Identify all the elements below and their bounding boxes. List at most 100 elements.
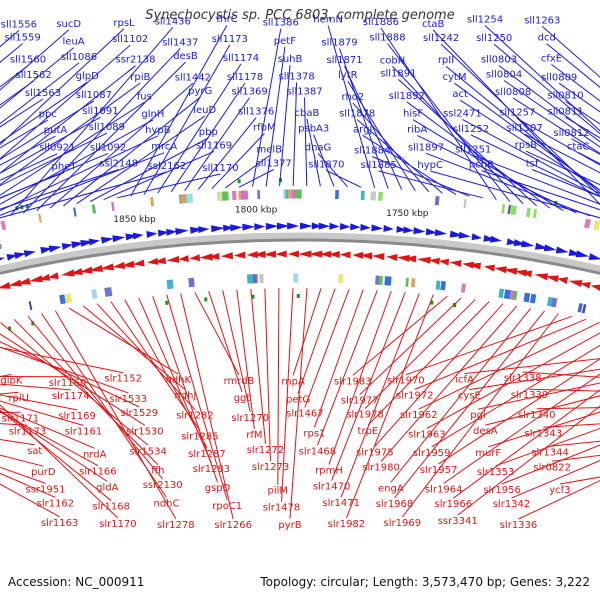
reverse-gene-arrow xyxy=(352,251,364,259)
feature-box xyxy=(460,283,466,293)
forward-gene-leader xyxy=(412,119,564,212)
feature-box xyxy=(287,189,292,199)
reverse-gene-label: slr1336 xyxy=(500,520,538,531)
marker xyxy=(251,294,255,299)
forward-gene-label: sll1086 xyxy=(61,52,97,63)
reverse-gene-leader xyxy=(313,289,364,428)
reverse-gene-label: nrdA xyxy=(83,449,107,460)
forward-gene-leader xyxy=(481,170,600,211)
feature-box xyxy=(584,218,591,229)
reverse-gene-leader xyxy=(488,411,600,448)
forward-gene-leader xyxy=(304,97,308,187)
forward-gene-leader xyxy=(541,26,600,78)
reverse-gene-leader xyxy=(529,388,600,392)
reverse-gene-leader xyxy=(0,407,95,449)
feature-box xyxy=(73,207,77,217)
forward-gene-arrow xyxy=(198,226,210,234)
reverse-gene-label: slr1968 xyxy=(376,499,414,510)
forward-gene-label: sll1092 xyxy=(90,142,126,153)
forward-gene-label: dcd xyxy=(538,33,556,44)
reverse-gene-label: slr1956 xyxy=(483,485,521,496)
reverse-gene-label: trpE xyxy=(358,426,379,437)
reverse-gene-arrow xyxy=(246,251,258,259)
reverse-gene-arrow xyxy=(339,251,351,259)
reverse-gene-label: ffh xyxy=(151,466,164,477)
forward-gene-label: sll1089 xyxy=(89,122,125,133)
reverse-gene-label: rnpA xyxy=(281,376,305,387)
forward-gene-label: sll0921 xyxy=(39,143,75,154)
forward-gene-label: sll1556 xyxy=(1,19,37,30)
forward-gene-label: sll1563 xyxy=(25,88,61,99)
reverse-gene-arrow xyxy=(100,263,115,271)
reverse-gene-arrow xyxy=(17,277,31,285)
forward-gene-label: rpsB xyxy=(515,140,538,151)
forward-gene-label: sucD xyxy=(56,19,81,30)
reverse-gene-arrow xyxy=(61,269,75,277)
forward-gene-arrow xyxy=(299,222,313,230)
feature-box xyxy=(231,190,237,201)
reverse-gene-leader xyxy=(431,344,600,448)
reverse-gene-leader xyxy=(208,291,243,393)
feature-box xyxy=(338,274,344,284)
forward-gene-leader xyxy=(143,44,231,195)
forward-gene-arrow xyxy=(311,222,322,230)
forward-gene-arrow xyxy=(360,223,371,231)
forward-gene-arrow xyxy=(403,226,414,234)
reverse-gene-label: slr1978 xyxy=(346,410,384,421)
feature-box xyxy=(378,191,383,201)
reverse-gene-leader xyxy=(0,411,99,467)
feature-box xyxy=(166,279,174,290)
reverse-gene-leader xyxy=(0,400,84,426)
forward-gene-label: sll1892 xyxy=(389,91,425,102)
reverse-gene-leader xyxy=(469,368,600,391)
forward-gene-label: cbaB xyxy=(294,108,319,119)
feature-box xyxy=(529,293,537,304)
forward-gene-label: fus xyxy=(137,91,152,102)
forward-gene-label: sll1884 xyxy=(354,146,390,157)
forward-gene-leader xyxy=(49,82,194,209)
reverse-gene-leader xyxy=(82,305,186,391)
reverse-gene-arrow xyxy=(503,267,518,275)
reverse-gene-label: engA xyxy=(378,483,404,494)
feature-box xyxy=(335,189,339,200)
reverse-gene-label: slr1163 xyxy=(41,518,79,529)
forward-gene-label: ppc xyxy=(39,109,57,120)
reverse-gene-arrow xyxy=(79,266,93,274)
feature-box xyxy=(509,205,517,216)
reverse-gene-leader xyxy=(464,358,600,375)
reverse-gene-leader xyxy=(316,290,378,446)
reverse-gene-arrow xyxy=(287,250,299,258)
forward-gene-leader xyxy=(184,97,251,191)
forward-gene-label: ssl2471 xyxy=(443,108,482,119)
forward-gene-label: thrC xyxy=(216,14,237,25)
forward-gene-label: dnaG xyxy=(305,142,332,153)
forward-gene-label: sll1087 xyxy=(76,90,112,101)
forward-gene-leader xyxy=(0,119,154,205)
forward-gene-leader xyxy=(0,65,136,174)
reverse-gene-leader xyxy=(414,318,587,390)
forward-gene-leader xyxy=(0,44,131,160)
forward-gene-label: melB xyxy=(257,145,283,156)
reverse-gene-leader xyxy=(485,395,600,426)
marker xyxy=(296,294,300,298)
forward-gene-label: petF xyxy=(274,36,296,47)
forward-gene-label: pyrG xyxy=(188,86,212,97)
forward-gene-arrow xyxy=(112,235,126,243)
forward-gene-label: ribA xyxy=(407,124,427,135)
forward-gene-leader xyxy=(211,133,265,190)
forward-gene-leader xyxy=(0,100,95,160)
forward-gene-label: hemN xyxy=(313,15,343,26)
feature-box xyxy=(360,190,365,200)
feature-box xyxy=(185,193,194,204)
reverse-gene-arrow xyxy=(557,277,569,285)
reverse-gene-label: slr1478 xyxy=(263,503,301,514)
forward-gene-label: psbA3 xyxy=(298,124,329,135)
forward-gene-leader xyxy=(0,28,125,146)
forward-gene-arrow xyxy=(100,236,115,244)
forward-gene-arrow xyxy=(223,224,234,232)
forward-gene-leader xyxy=(0,135,159,212)
reverse-gene-label: slr1963 xyxy=(408,429,446,440)
reverse-gene-arrow xyxy=(462,261,475,269)
feature-box xyxy=(0,220,7,231)
forward-gene-label: act xyxy=(452,89,468,100)
